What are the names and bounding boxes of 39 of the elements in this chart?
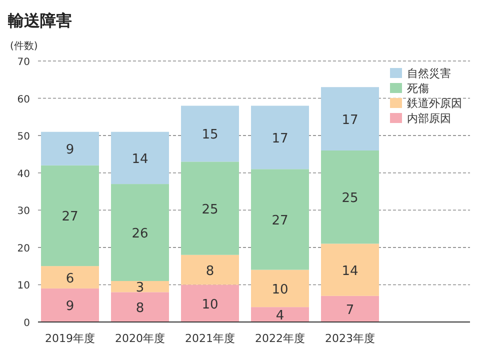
y-tick-label: 10 — [17, 280, 30, 292]
y-tick-label: 20 — [17, 243, 30, 254]
data-label: 10 — [202, 297, 218, 312]
y-axis-title: (件数) — [10, 41, 38, 52]
x-tick-label: 2023年度 — [325, 332, 375, 345]
data-label: 14 — [132, 152, 148, 167]
y-tick-label: 40 — [17, 168, 30, 180]
data-label: 6 — [66, 271, 74, 286]
y-tick-label: 50 — [17, 132, 30, 143]
chart-title: 輸送障害 — [7, 11, 72, 30]
y-tick-label: 60 — [17, 94, 30, 106]
legend-label: 死傷 — [407, 82, 429, 95]
y-tick-label: 30 — [17, 206, 30, 218]
x-tick-label: 2020年度 — [115, 332, 165, 345]
y-tick-label: 70 — [17, 57, 30, 68]
data-label: 27 — [62, 210, 78, 225]
x-tick-label: 2022年度 — [255, 332, 305, 345]
data-label: 9 — [66, 142, 74, 158]
data-label: 15 — [202, 128, 218, 143]
data-label: 26 — [132, 226, 148, 242]
data-label: 25 — [342, 191, 358, 206]
data-label: 8 — [136, 301, 144, 316]
data-label: 14 — [342, 264, 358, 279]
data-label: 25 — [202, 202, 218, 218]
data-label: 17 — [342, 112, 358, 128]
data-label: 3 — [136, 280, 144, 296]
legend-label: 鉄道外原因 — [407, 97, 462, 110]
x-tick-label: 2021年度 — [185, 332, 235, 345]
x-tick-label: 2019年度 — [45, 332, 95, 345]
data-label: 10 — [272, 282, 288, 298]
legend-label: 内部原因 — [407, 112, 451, 125]
legend-label: 自然災害 — [407, 67, 451, 80]
data-label: 9 — [66, 299, 74, 314]
data-label: 8 — [206, 264, 214, 279]
data-label: 7 — [346, 302, 354, 318]
data-label: 4 — [276, 308, 284, 324]
y-tick-label: 0 — [24, 318, 30, 329]
data-label: 27 — [272, 213, 288, 228]
data-label: 17 — [272, 131, 288, 146]
